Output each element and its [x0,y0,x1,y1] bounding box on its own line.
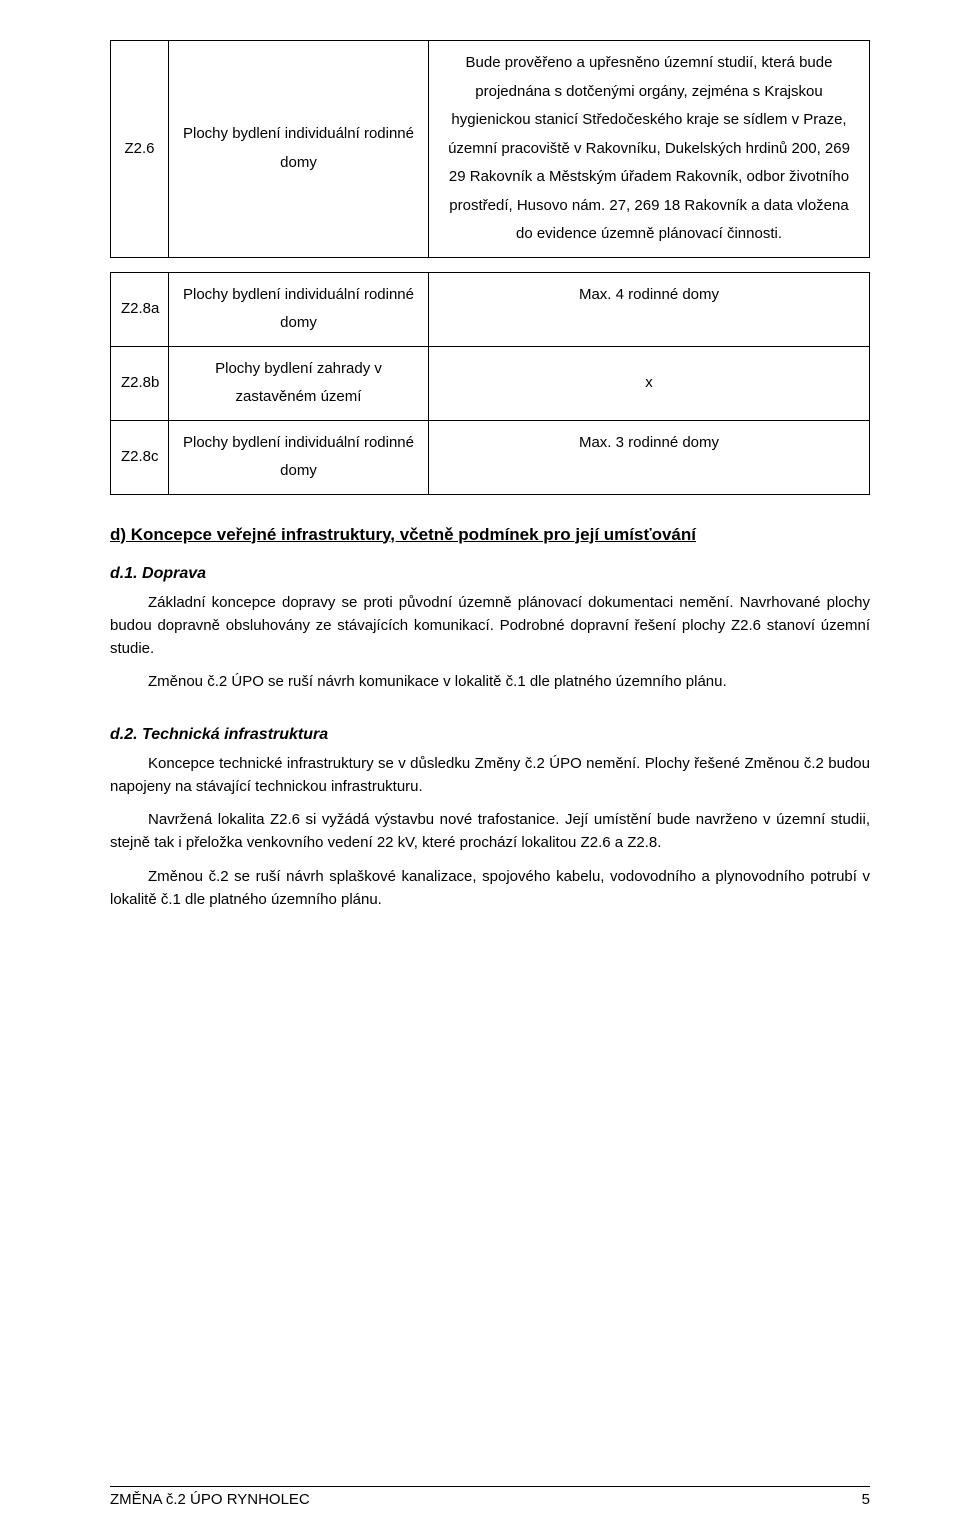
spacer [110,704,870,712]
cell-type: Plochy bydlení individuální rodinné domy [169,420,429,494]
cell-desc: Bude prověřeno a upřesněno územní studií… [429,41,870,258]
footer-page-number: 5 [862,1491,870,1508]
section-d-heading: d) Koncepce veřejné infrastruktury, včet… [110,525,870,545]
cell-type: Plochy bydlení individuální rodinné domy [169,272,429,346]
table-row: Z2.8a Plochy bydlení individuální rodinn… [111,272,870,346]
d2-paragraph-3: Změnou č.2 se ruší návrh splaškové kanal… [110,865,870,912]
cell-type: Plochy bydlení zahrady v zastavěném územ… [169,346,429,420]
d2-heading: d.2. Technická infrastruktura [110,726,870,744]
cell-desc: Max. 3 rodinné domy [429,420,870,494]
spacer [110,258,870,272]
table-z28: Z2.8a Plochy bydlení individuální rodinn… [110,272,870,495]
table-z26: Z2.6 Plochy bydlení individuální rodinné… [110,40,870,258]
table-row: Z2.8b Plochy bydlení zahrady v zastavěné… [111,346,870,420]
table-row: Z2.8c Plochy bydlení individuální rodinn… [111,420,870,494]
d1-heading: d.1. Doprava [110,565,870,583]
table-row: Z2.6 Plochy bydlení individuální rodinné… [111,41,870,258]
d2-paragraph-2: Navržená lokalita Z2.6 si vyžádá výstavb… [110,808,870,855]
cell-code: Z2.8c [111,420,169,494]
page-footer: ZMĚNA č.2 ÚPO RYNHOLEC 5 [110,1486,870,1508]
cell-desc: Max. 4 rodinné domy [429,272,870,346]
cell-code: Z2.8a [111,272,169,346]
footer-title: ZMĚNA č.2 ÚPO RYNHOLEC [110,1491,310,1508]
cell-type: Plochy bydlení individuální rodinné domy [169,41,429,258]
cell-code: Z2.6 [111,41,169,258]
page: Z2.6 Plochy bydlení individuální rodinné… [0,0,960,1536]
cell-desc: x [429,346,870,420]
d2-paragraph-1: Koncepce technické infrastruktury se v d… [110,752,870,799]
d1-paragraph-1: Základní koncepce dopravy se proti původ… [110,591,870,661]
cell-code: Z2.8b [111,346,169,420]
d1-paragraph-2: Změnou č.2 ÚPO se ruší návrh komunikace … [110,670,870,693]
